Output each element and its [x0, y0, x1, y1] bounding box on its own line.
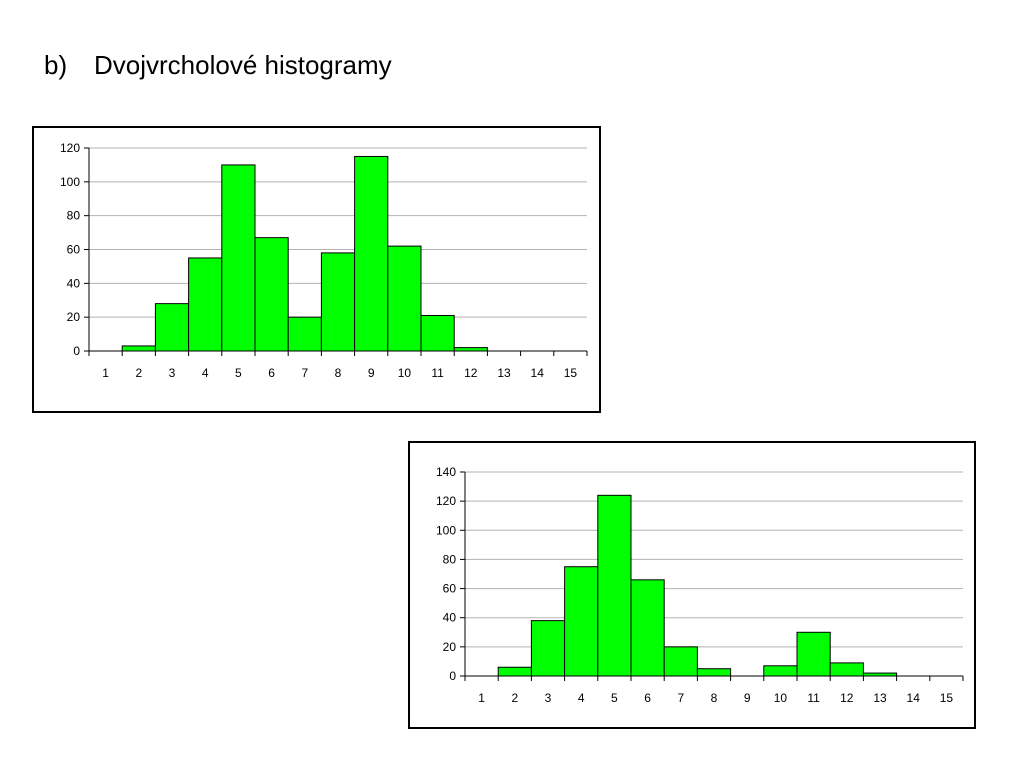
x-tick-label: 6: [268, 366, 275, 380]
y-tick-label: 40: [443, 611, 457, 625]
y-tick-label: 0: [449, 669, 456, 683]
slide-title: b) Dvojvrcholové histogramy: [44, 50, 392, 81]
histogram-chart-2: 0 20 40 60 80 100 120 140 1 2 3 4 5 6 7 8 9 10 11 12 13 14 15: [408, 441, 976, 729]
bar-8: [320, 252, 356, 352]
bar-7: [663, 646, 698, 677]
x-tick-label: 5: [235, 366, 242, 380]
x-tick-label: 10: [774, 691, 788, 705]
title-marker: b): [44, 50, 68, 80]
y-tick-label: 60: [67, 243, 81, 257]
x-tick-label: 2: [135, 366, 142, 380]
x-tick-label: 15: [564, 366, 578, 380]
x-tick-label: 13: [497, 366, 511, 380]
bar-8: [696, 668, 732, 677]
x-tick-label: 5: [611, 691, 618, 705]
bar-5: [597, 494, 632, 677]
y-tick-label: 100: [60, 175, 80, 189]
bar-5: [221, 164, 256, 352]
x-tick-label: 8: [335, 366, 342, 380]
x-tick-label: 14: [531, 366, 545, 380]
x-tick-label: 15: [940, 691, 954, 705]
bar-4: [564, 566, 599, 677]
x-tick-label: 6: [644, 691, 651, 705]
y-tick-label: 140: [436, 465, 456, 479]
bar-3: [154, 303, 190, 352]
x-tick-label: 11: [807, 691, 820, 705]
x-tick-label: 10: [398, 366, 412, 380]
x-tick-label: 1: [102, 366, 109, 380]
bar-4: [188, 257, 223, 352]
x-tick-label: 1: [478, 691, 485, 705]
bar-6: [630, 579, 665, 677]
x-tick-label: 9: [368, 366, 375, 380]
bar-10: [763, 665, 798, 677]
y-tick-label: 20: [443, 640, 457, 654]
y-tick-label: 120: [60, 141, 80, 155]
bar-11: [796, 631, 831, 677]
x-tick-label: 7: [677, 691, 684, 705]
x-tick-label: 3: [169, 366, 176, 380]
histogram-chart-1: 0 20 40 60 80 100 120 1 2 3 4 5 6 7 8 9 10 11 12 13 14 15: [32, 126, 601, 413]
bar-10: [387, 245, 422, 352]
y-tick-label: 0: [73, 344, 80, 358]
bar-6: [254, 237, 289, 352]
bar-2: [121, 345, 156, 352]
y-tick-label: 80: [443, 552, 457, 566]
x-tick-label: 8: [711, 691, 718, 705]
bar-12: [829, 662, 864, 677]
x-tick-label: 4: [578, 691, 585, 705]
y-tick-label: 40: [67, 276, 81, 290]
bar-9: [354, 155, 389, 352]
title-text: Dvojvrcholové histogramy: [94, 50, 392, 80]
x-tick-label: 7: [301, 366, 308, 380]
y-tick-label: 120: [436, 494, 456, 508]
y-tick-label: 80: [67, 209, 81, 223]
bar-2: [497, 666, 532, 677]
x-tick-label: 12: [464, 366, 478, 380]
bar-7: [287, 316, 322, 352]
x-tick-label: 2: [511, 691, 518, 705]
x-tick-label: 4: [202, 366, 209, 380]
x-tick-label: 12: [840, 691, 854, 705]
x-tick-label: 11: [431, 366, 444, 380]
bar-3: [530, 620, 566, 677]
x-tick-label: 9: [744, 691, 751, 705]
x-tick-label: 3: [545, 691, 552, 705]
y-tick-label: 60: [443, 582, 457, 596]
x-tick-label: 13: [873, 691, 887, 705]
bar-12: [453, 347, 488, 352]
x-tick-label: 14: [907, 691, 921, 705]
y-tick-label: 20: [67, 310, 81, 324]
y-tick-label: 100: [436, 523, 456, 537]
bar-11: [420, 314, 455, 352]
